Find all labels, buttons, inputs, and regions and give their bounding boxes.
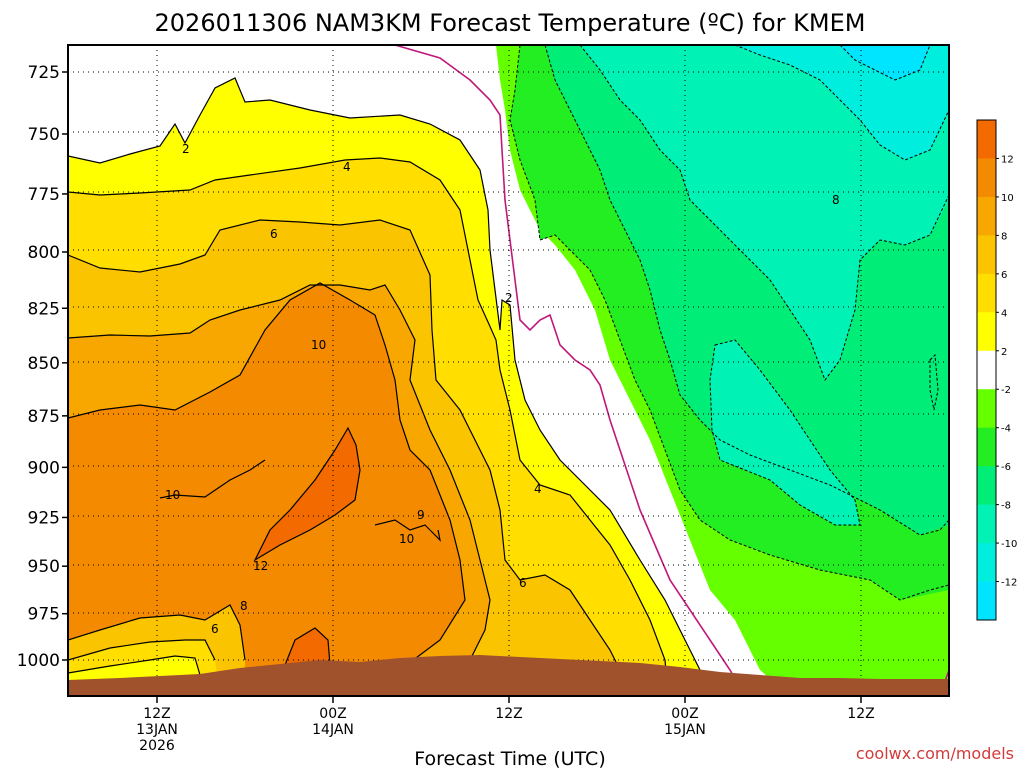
grid <box>68 45 949 696</box>
contour-label: 2 <box>182 142 190 156</box>
y-tick-label: 900 <box>28 458 60 478</box>
colorbar-label: 10 <box>1001 193 1014 204</box>
band-minus12-minus14 <box>840 45 930 80</box>
colorbar-label: 12 <box>1001 154 1014 165</box>
x-tick-label: 14JAN <box>312 722 354 738</box>
freezing-line <box>394 45 746 696</box>
colorbar-label: -10 <box>1001 539 1017 550</box>
chart-title: 2026011306 NAM3KM Forecast Temperature (… <box>155 9 866 37</box>
contour-field <box>68 45 949 696</box>
contour-label: 12 <box>253 559 268 573</box>
colorbar-swatch <box>977 158 996 198</box>
contour-label: 10 <box>399 532 414 546</box>
colorbar-swatch <box>977 196 996 236</box>
band-12-plus <box>255 428 360 560</box>
x-tick-label: 12Z <box>143 706 170 722</box>
y-tick-label: 775 <box>28 185 60 205</box>
colorbar-label: -8 <box>1001 501 1011 512</box>
colorbar-swatch <box>977 427 996 467</box>
contour-label: 2 <box>505 291 513 305</box>
y-tick-label: 825 <box>28 299 60 319</box>
contour-label: 10 <box>311 338 326 352</box>
colorbar-label: 4 <box>1001 308 1007 319</box>
x-tick-label: 00Z <box>319 706 346 722</box>
y-tick-label: 950 <box>28 557 60 577</box>
y-tick-label: 750 <box>28 125 60 145</box>
contour-label: 6 <box>211 622 219 636</box>
terrain <box>68 655 949 696</box>
x-tick-label: 15JAN <box>664 722 706 738</box>
contour-label: 4 <box>534 482 542 496</box>
contour-label: 10 <box>165 488 180 502</box>
colorbar: 12 10 8 6 4 2 -2 -4 -6 -8 -10 -12 <box>976 119 1017 621</box>
contour-label: 8 <box>832 193 840 207</box>
contour-label: 6 <box>270 227 278 241</box>
y-tick-label: 800 <box>28 243 60 263</box>
band-minus8-minus10 <box>580 45 949 380</box>
colorbar-label: -4 <box>1001 424 1011 435</box>
colorbar-label: -6 <box>1001 462 1011 473</box>
colorbar-swatch <box>977 312 996 352</box>
x-axis-title: Forecast Time (UTC) <box>414 748 605 768</box>
x-tick-label: 13JAN <box>136 722 178 738</box>
colorbar-swatch <box>977 543 996 583</box>
colorbar-label: 2 <box>1001 347 1007 358</box>
y-tick-label: 725 <box>28 63 60 83</box>
colorbar-swatch <box>977 120 996 159</box>
colorbar-label: -2 <box>1001 385 1011 396</box>
contour-labels: 2 4 6 10 10 10 12 9 8 6 4 2 6 8 <box>165 142 840 636</box>
x-tick-label: 2026 <box>139 738 175 754</box>
colorbar-label: -12 <box>1001 578 1017 589</box>
colorbar-swatch <box>977 350 996 390</box>
y-tick-label: 925 <box>28 508 60 528</box>
colorbar-label: 6 <box>1001 270 1007 281</box>
colorbar-label: 8 <box>1001 231 1007 242</box>
solid-contours <box>68 77 701 696</box>
colorbar-swatch <box>977 504 996 544</box>
contour-label: 9 <box>417 508 425 522</box>
contour-label: 6 <box>519 576 527 590</box>
colorbar-frame <box>976 119 997 621</box>
x-tick-label: 00Z <box>671 706 698 722</box>
band-minus8-minus10-pocket <box>710 340 860 525</box>
watermark: coolwx.com/models <box>856 744 1014 763</box>
dashed-contours <box>509 45 949 601</box>
y-tick-label: 850 <box>28 354 60 374</box>
colorbar-swatch <box>977 273 996 313</box>
contour-label: 8 <box>240 599 248 613</box>
x-tick-label: 12Z <box>847 706 874 722</box>
colorbar-swatch <box>977 389 996 429</box>
y-tick-label: 1000 <box>17 651 60 671</box>
band-10-12 <box>68 283 465 696</box>
contour-label: 4 <box>343 160 351 174</box>
colorbar-swatch <box>977 235 996 275</box>
y-tick-label: 975 <box>28 605 60 625</box>
x-tick-label: 12Z <box>495 706 522 722</box>
colorbar-swatch <box>977 581 996 621</box>
y-axis: 725 750 775 800 825 850 875 900 925 950 975 1000 <box>17 63 68 671</box>
y-tick-label: 875 <box>28 407 60 427</box>
colorbar-swatch <box>977 466 996 506</box>
